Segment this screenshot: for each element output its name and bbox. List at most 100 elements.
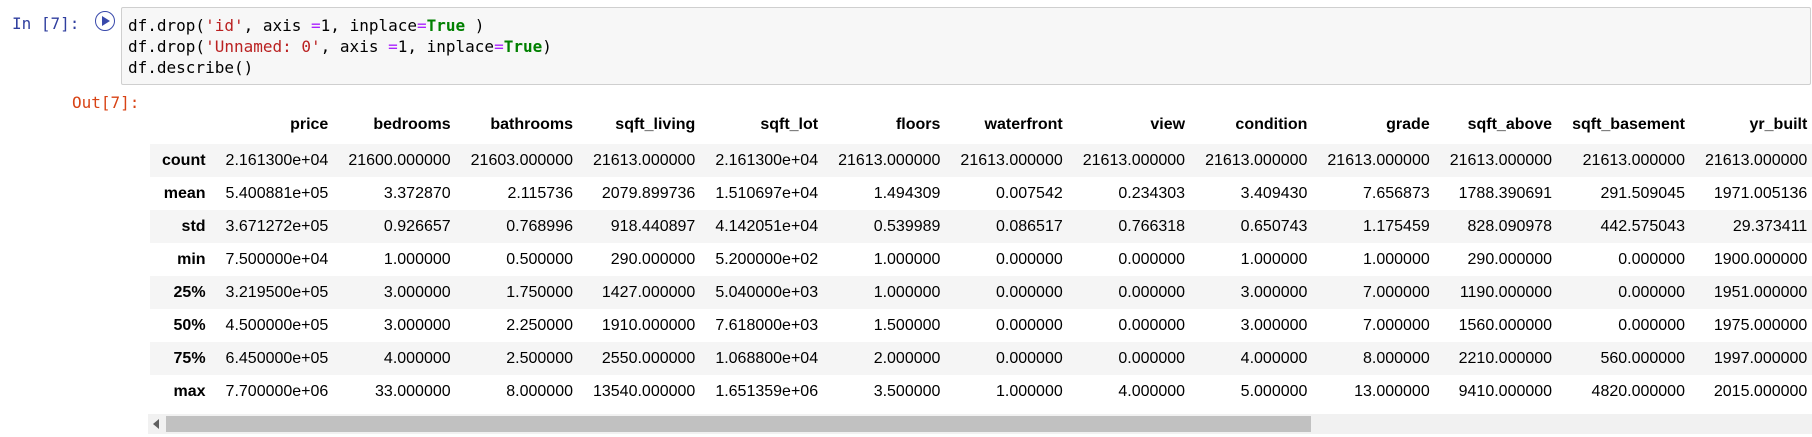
table-cell: 291.509045 (1600, 184, 1685, 202)
run-cell-button[interactable] (95, 11, 115, 31)
row-index-label: std (181, 217, 206, 235)
table-cell: 1910.000000 (601, 316, 696, 334)
dataframe-table: price bedrooms bathrooms sqft_living sqft_lo… (150, 106, 1812, 406)
table-cell: 21613.000000 (838, 151, 941, 169)
code-token: 1, inplace (320, 16, 417, 35)
table-cell: 0.000000 (1118, 316, 1186, 334)
table-cell: 8.000000 (506, 382, 573, 400)
table-cell: 0.926657 (383, 217, 451, 235)
table-cell: 8.000000 (1363, 349, 1430, 367)
table-cell: 1190.000000 (1459, 283, 1553, 301)
table-cell: 3.000000 (1240, 316, 1308, 334)
column-header: waterfront (984, 116, 1063, 133)
table-cell: 21613.000000 (1082, 151, 1186, 169)
table-cell: 5.000000 (1240, 382, 1308, 400)
table-cell: 3.000000 (383, 283, 451, 301)
table-cell: 2.500000 (506, 349, 573, 367)
table-cell: 0.000000 (996, 283, 1063, 301)
table-cell: 1.000000 (996, 382, 1063, 400)
table-cell: 442.575043 (1600, 217, 1685, 235)
table-cell: 2.000000 (873, 349, 941, 367)
table-cell: 1.510697e+04 (715, 184, 819, 202)
code-token: ) (465, 16, 485, 35)
code-line: df.describe() (128, 57, 1804, 78)
table-cell: 1951.000000 (1713, 283, 1808, 301)
table-cell: 0.000000 (1618, 316, 1685, 334)
code-line: df.drop('id', axis =1, inplace=True ) (128, 15, 1804, 36)
scrollbar-thumb[interactable] (166, 416, 1311, 432)
table-cell: 1.500000 (873, 316, 941, 334)
table-cell: 7.000000 (1363, 316, 1430, 334)
table-cell: 4.000000 (1240, 349, 1308, 367)
table-cell: 21600.000000 (348, 151, 451, 169)
table-cell: 7.500000e+04 (225, 250, 329, 268)
table-cell: 21613.000000 (1205, 151, 1308, 169)
table-cell: 4.142051e+04 (715, 217, 819, 235)
row-index-label: 75% (173, 349, 206, 367)
code-token: df.drop( (128, 16, 206, 35)
code-token: 'id' (205, 16, 244, 35)
code-token: , axis (243, 16, 312, 35)
table-cell: 5.200000e+02 (715, 250, 819, 268)
column-header: sqft_above (1467, 116, 1553, 133)
table-cell: 0.768996 (506, 217, 573, 235)
output-prompt: Out[7]: (72, 93, 140, 112)
table-cell: 290.000000 (1467, 250, 1553, 268)
table-row: std 3.671272e+05 0.926657 0.768996 918.44089… (150, 210, 1812, 243)
table-cell: 21613.000000 (1704, 151, 1808, 169)
table-cell: 2210.000000 (1458, 349, 1553, 367)
table-cell: 7.618000e+03 (715, 316, 819, 334)
column-header: sqft_basement (1572, 116, 1685, 133)
table-cell: 3.500000 (873, 382, 941, 400)
code-token: True (426, 16, 466, 35)
column-header: sqft_lot (760, 116, 819, 133)
output-area[interactable]: price bedrooms bathrooms sqft_living sqft_lo… (150, 106, 1812, 406)
table-cell: 4.000000 (383, 349, 451, 367)
table-cell: 1900.000000 (1713, 250, 1808, 268)
horizontal-scrollbar[interactable] (148, 414, 1812, 434)
table-cell: 5.040000e+03 (715, 283, 819, 301)
table-cell: 1.000000 (873, 283, 941, 301)
table-cell: 29.373411 (1732, 217, 1808, 235)
code-token: 'Unnamed: 0' (205, 37, 321, 56)
code-token: ) (542, 37, 552, 56)
table-cell: 1.000000 (1363, 250, 1430, 268)
table-cell: 0.650743 (1240, 217, 1308, 235)
table-cell: 1971.005136 (1713, 184, 1808, 202)
table-cell: 0.000000 (1618, 250, 1685, 268)
row-index-label: min (177, 250, 206, 268)
table-cell: 1997.000000 (1713, 349, 1808, 367)
table-cell: 828.090978 (1467, 217, 1553, 235)
table-cell: 1.068800e+04 (715, 349, 819, 367)
code-token: = (311, 16, 321, 35)
table-cell: 0.000000 (1118, 283, 1186, 301)
column-header: sqft_living (615, 116, 696, 133)
table-cell: 1.000000 (873, 250, 941, 268)
table-cell: 4.500000e+05 (225, 316, 329, 334)
table-row: 25% 3.219500e+05 3.000000 1.750000 1427.0000… (150, 276, 1812, 309)
column-header: view (1150, 116, 1186, 133)
table-cell: 0.539989 (873, 217, 941, 235)
table-cell: 21613.000000 (1582, 151, 1685, 169)
table-header-row: price bedrooms bathrooms sqft_living sqft_lo… (150, 106, 1812, 144)
table-cell: 0.000000 (1618, 283, 1685, 301)
table-row: 75% 6.450000e+05 4.000000 2.500000 2550.0000… (150, 342, 1812, 375)
code-token: df.drop( (128, 37, 206, 56)
code-token: df.describe() (128, 58, 254, 77)
table-row: min 7.500000e+04 1.000000 0.500000 290.00000… (150, 243, 1812, 276)
table-cell: 21613.000000 (592, 151, 696, 169)
table-cell: 5.400881e+05 (225, 184, 329, 202)
scroll-left-arrow-icon[interactable] (153, 419, 159, 429)
code-editor[interactable]: df.drop('id', axis =1, inplace=True ) df.… (121, 7, 1811, 85)
table-cell: 0.766318 (1118, 217, 1186, 235)
table-row: mean 5.400881e+05 3.372870 2.115736 2079.899… (150, 177, 1812, 210)
table-cell: 2079.899736 (601, 184, 696, 202)
table-cell: 6.450000e+05 (225, 349, 329, 367)
column-header: price (290, 116, 329, 133)
row-index-label: count (162, 151, 206, 169)
table-cell: 1975.000000 (1713, 316, 1808, 334)
table-cell: 0.000000 (1118, 349, 1186, 367)
table-cell: 0.500000 (506, 250, 573, 268)
table-row: 50% 4.500000e+05 3.000000 2.250000 1910.0000… (150, 309, 1812, 342)
code-token: True (503, 37, 543, 56)
